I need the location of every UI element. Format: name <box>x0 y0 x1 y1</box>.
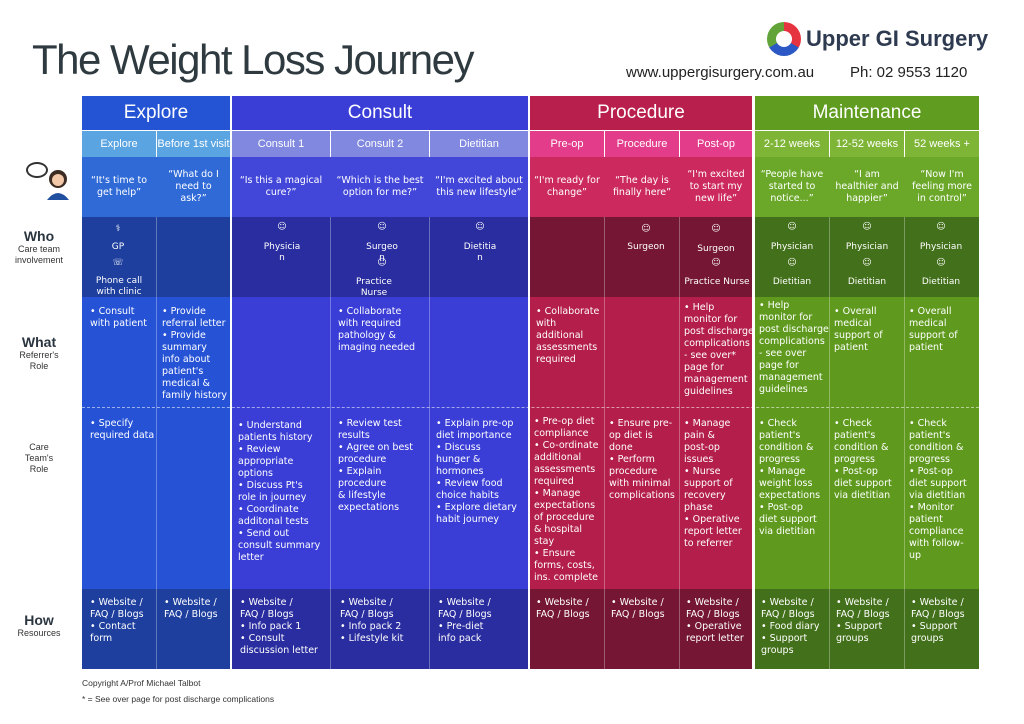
surgeon-icon: ☺ <box>711 224 721 234</box>
who-dietitian-2: Dietitian <box>847 277 887 287</box>
who-dietitian: Dietitia n <box>463 242 497 263</box>
quote-2-12-weeks: “People have started to notice...” <box>760 169 824 204</box>
stage-12-52-weeks: 12-52 weeks <box>830 131 904 157</box>
quote-explore: “It's time to get help” <box>90 175 148 198</box>
who-physician-2: Physician <box>845 242 889 252</box>
stage-dietitian: Dietitian <box>430 131 528 157</box>
quote-before-visit: “What do I need to ask?” <box>168 169 219 204</box>
stage-2-12-weeks: 2-12 weeks <box>755 131 829 157</box>
who-phone-call: Phone call with clinic <box>95 276 143 297</box>
care-52-weeks-plus: • Check patient's condition & progress •… <box>909 418 967 561</box>
who-surgeon-c2: Surgeo n <box>366 242 398 263</box>
care-consult-2: • Review test results • Agree on best pr… <box>338 418 413 513</box>
stage-explore: Explore <box>82 131 156 157</box>
how-explore: • Website / FAQ / Blogs • Contact form <box>90 597 144 644</box>
stethoscope-icon: ⚕ <box>115 224 121 234</box>
quote-consult-2: “Which is the best option for me?” <box>336 175 424 198</box>
stage-before-visit: Before 1st visit <box>157 131 230 157</box>
phone-icon: ☏ <box>112 258 124 268</box>
dietitian-icon: ☺ <box>475 222 485 232</box>
who-physician-1: Physician <box>770 242 814 252</box>
website-link[interactable]: www.uppergisurgery.com.au <box>626 64 815 81</box>
row-label-how: How Resources <box>17 612 61 638</box>
how-post-op: • Website / FAQ / Blogs • Operative repo… <box>686 597 744 644</box>
doctor-icon: ☺ <box>936 222 946 232</box>
phase-procedure: Procedure <box>530 96 752 130</box>
how-52-weeks-plus: • Website / FAQ / Blogs • Support groups <box>911 597 965 644</box>
who-nurse-c2: Practice Nurse <box>356 277 392 298</box>
how-dietitian: • Website / FAQ / Blogs • Pre-diet info … <box>438 597 492 644</box>
care-explore: • Specify required data <box>90 418 155 441</box>
who-gp: GP <box>111 242 125 252</box>
doctor-icon: ☺ <box>787 222 797 232</box>
row-label-care: Care Team's Role <box>24 442 54 474</box>
what-before-visit: • Provide referral letter • Provide summ… <box>162 306 228 401</box>
who-surgeon-postop: Surgeon <box>697 244 735 254</box>
how-consult-2: • Website / FAQ / Blogs • Info pack 2 • … <box>340 597 404 644</box>
what-post-op: • Help monitor for post discharge compli… <box>684 302 754 397</box>
quote-consult-1: “Is this a magical cure?” <box>239 175 323 198</box>
patient-avatar-icon <box>44 168 72 200</box>
row-label-who: Who Care team involvement <box>14 228 64 265</box>
care-2-12-weeks: • Check patient's condition & progress •… <box>759 418 821 537</box>
what-2-12-weeks: • Help monitor for post discharge compli… <box>759 300 829 395</box>
how-procedure: • Website / FAQ / Blogs <box>611 597 665 620</box>
quote-pre-op: “I'm ready for change” <box>534 175 600 198</box>
what-52-weeks-plus: • Overall medical support of patient <box>909 306 958 353</box>
who-physician-c1: Physicia n <box>263 242 301 263</box>
care-procedure: • Ensure pre- op diet is done • Perform … <box>609 418 675 501</box>
page-title: The Weight Loss Journey <box>32 36 474 83</box>
brand-name: Upper GI Surgery <box>806 26 989 51</box>
quote-post-op: “I'm excited to start my new life” <box>687 169 745 204</box>
doctor-icon: ☺ <box>277 222 287 232</box>
who-surgeon-procedure: Surgeon <box>627 242 665 252</box>
phone-number: Ph: 02 9553 1120 <box>850 64 968 81</box>
surgeon-icon: ☺ <box>641 224 651 234</box>
what-pre-op: • Collaborate with additional assessment… <box>536 306 600 365</box>
stage-consult-1: Consult 1 <box>232 131 330 157</box>
how-consult-1: • Website / FAQ / Blogs • Info pack 1 • … <box>240 597 318 656</box>
stage-consult-2: Consult 2 <box>331 131 429 157</box>
who-dietitian-1: Dietitian <box>772 277 812 287</box>
who-physician-3: Physician <box>919 242 963 252</box>
care-12-52-weeks: • Check patient's condition & progress •… <box>834 418 892 501</box>
what-consult-2: • Collaborate with required pathology & … <box>338 306 416 353</box>
brand-logo-icon <box>767 22 801 56</box>
doctor-icon: ☺ <box>862 222 872 232</box>
nurse-icon: ☺ <box>711 258 721 268</box>
phase-explore: Explore <box>82 96 230 130</box>
what-12-52-weeks: • Overall medical support of patient <box>834 306 883 353</box>
care-pre-op: • Pre-op diet compliance • Co-ordinate a… <box>534 416 599 583</box>
copyright: Copyright A/Prof Michael Talbot <box>82 678 201 688</box>
how-2-12-weeks: • Website / FAQ / Blogs • Food diary • S… <box>761 597 820 656</box>
phase-consult: Consult <box>232 96 528 130</box>
stage-post-op: Post-op <box>680 131 752 157</box>
how-12-52-weeks: • Website / FAQ / Blogs • Support groups <box>836 597 890 644</box>
nurse-icon: ☺ <box>377 258 387 268</box>
speech-bubble-icon <box>26 162 48 178</box>
dietitian-icon: ☺ <box>936 258 946 268</box>
care-post-op: • Manage pain & post-op issues • Nurse s… <box>684 418 742 549</box>
who-nurse-postop: Practice Nurse <box>684 277 750 287</box>
stage-52-weeks-plus: 52 weeks + <box>905 131 979 157</box>
dietitian-icon: ☺ <box>862 258 872 268</box>
care-consult-1: • Understand patients history • Review a… <box>238 420 321 563</box>
what-explore: • Consult with patient <box>90 306 147 329</box>
quote-12-52-weeks: “I am healthier and happier” <box>835 169 899 204</box>
how-pre-op: • Website / FAQ / Blogs <box>536 597 590 620</box>
how-before-visit: • Website / FAQ / Blogs <box>164 597 218 620</box>
care-dietitian: • Explain pre-op diet importance • Discu… <box>436 418 517 525</box>
dietitian-icon: ☺ <box>787 258 797 268</box>
quote-dietitian: “I'm excited about this new lifestyle” <box>435 175 523 198</box>
phase-maintenance: Maintenance <box>755 96 979 130</box>
stage-procedure: Procedure <box>605 131 679 157</box>
quote-52-weeks-plus: “Now I'm feeling more in control” <box>912 169 972 204</box>
who-dietitian-3: Dietitian <box>921 277 961 287</box>
surgeon-icon: ☺ <box>377 222 387 232</box>
stage-pre-op: Pre-op <box>530 131 604 157</box>
footnote: * = See over page for post discharge com… <box>82 694 275 704</box>
row-label-what: What Referrer's Role <box>19 334 59 371</box>
quote-procedure: “The day is finally here” <box>612 175 672 198</box>
